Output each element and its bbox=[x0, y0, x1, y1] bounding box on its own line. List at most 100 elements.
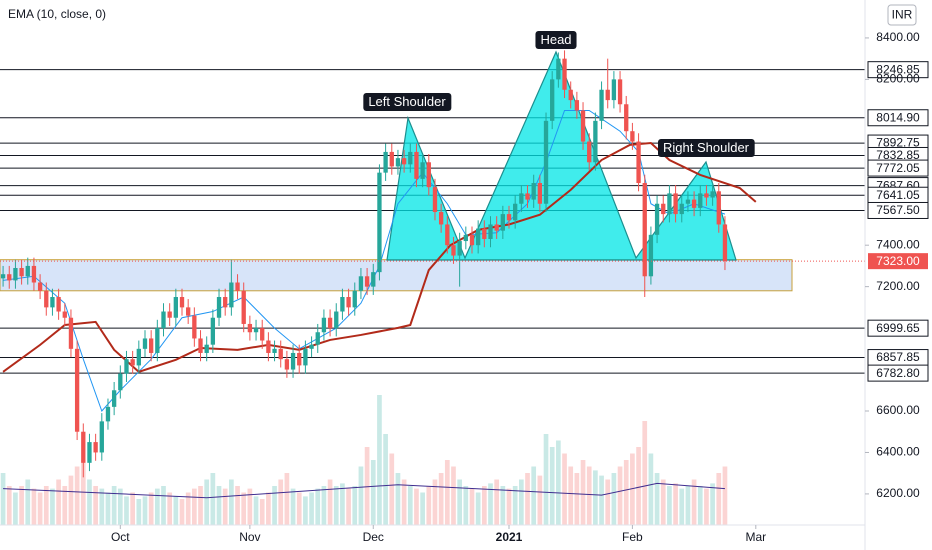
level-label-box bbox=[867, 364, 929, 382]
candle-body bbox=[87, 442, 92, 463]
candle-body bbox=[241, 290, 246, 324]
volume-bar bbox=[333, 486, 339, 525]
candle-body bbox=[599, 89, 604, 121]
volume-bar bbox=[50, 488, 55, 525]
volume-bar bbox=[673, 483, 678, 525]
volume-bar bbox=[93, 486, 98, 525]
volume-bar bbox=[235, 486, 240, 525]
volume-bar bbox=[161, 486, 166, 525]
volume-bar bbox=[148, 492, 154, 525]
volume-bar bbox=[377, 395, 382, 525]
level-label-box bbox=[867, 61, 929, 79]
candle-body bbox=[155, 328, 160, 353]
candle-body bbox=[315, 332, 320, 345]
candle-body bbox=[531, 183, 536, 200]
volume-bar bbox=[124, 496, 129, 525]
candle-body bbox=[167, 311, 172, 318]
candle-body bbox=[297, 352, 302, 366]
candle-body bbox=[661, 203, 666, 215]
candle-body bbox=[290, 352, 296, 370]
volume-bar bbox=[216, 486, 222, 525]
volume-bar bbox=[13, 492, 18, 525]
candle-body bbox=[704, 193, 709, 198]
candle-body bbox=[37, 282, 43, 291]
volume-bar bbox=[432, 479, 438, 525]
front-layer bbox=[0, 50, 865, 478]
volume-bar bbox=[364, 447, 370, 525]
level-label: 8014.90 bbox=[876, 110, 920, 124]
candle-body bbox=[691, 199, 697, 208]
volume-bar bbox=[667, 486, 672, 525]
volume-bar bbox=[506, 488, 512, 525]
currency-box[interactable] bbox=[887, 4, 917, 26]
candle-body bbox=[438, 212, 444, 225]
volume-bar bbox=[722, 466, 728, 525]
candle-body bbox=[401, 158, 407, 165]
candle-body bbox=[210, 317, 216, 345]
volume-bar bbox=[25, 479, 31, 525]
volume-bar bbox=[247, 488, 253, 525]
volume-bar bbox=[704, 488, 709, 525]
candle-body bbox=[426, 162, 431, 188]
candle-body bbox=[630, 131, 635, 142]
volume-bar bbox=[568, 466, 574, 525]
volume-bar bbox=[463, 486, 469, 525]
volume-average bbox=[3, 482, 725, 499]
candle-body bbox=[482, 228, 487, 239]
volume-bar bbox=[136, 499, 142, 525]
volume-bar bbox=[266, 492, 271, 525]
candle-body bbox=[383, 151, 388, 173]
volume-bar bbox=[580, 460, 586, 525]
candle-body bbox=[445, 224, 450, 246]
volume-bar bbox=[56, 479, 61, 525]
level-label-box bbox=[867, 201, 929, 219]
candle-body bbox=[574, 100, 580, 111]
level-label-box bbox=[867, 109, 929, 127]
volume-bar bbox=[716, 473, 722, 525]
volume-bar bbox=[395, 473, 401, 525]
x-tick-label: 2021 bbox=[496, 530, 523, 544]
candle-body bbox=[642, 183, 647, 277]
volume-bar bbox=[74, 466, 80, 525]
candle-body bbox=[198, 338, 203, 353]
candle-body bbox=[451, 245, 456, 256]
y-tick-label: 7400.00 bbox=[876, 237, 920, 251]
volume-bar bbox=[617, 466, 623, 525]
candle-body bbox=[266, 340, 271, 353]
x-tick-label: Oct bbox=[111, 530, 130, 544]
candle-body bbox=[321, 317, 327, 333]
candle-body bbox=[62, 311, 67, 318]
candle-body bbox=[463, 234, 468, 242]
candle-body bbox=[488, 224, 493, 239]
candle-body bbox=[364, 276, 370, 287]
volume-bar bbox=[210, 473, 216, 525]
volume-bar bbox=[438, 473, 444, 525]
annotation-label: Head bbox=[540, 32, 571, 47]
volume-bar bbox=[290, 488, 296, 525]
candle-body bbox=[358, 276, 364, 291]
candle-body bbox=[710, 191, 715, 198]
volume-bar bbox=[512, 486, 518, 525]
volume-bar bbox=[407, 486, 413, 525]
level-label-box bbox=[867, 319, 929, 337]
support-zone bbox=[0, 259, 793, 292]
volume-bar bbox=[352, 486, 358, 525]
volume-bar bbox=[660, 479, 666, 525]
currency-label[interactable]: INR bbox=[892, 8, 913, 22]
volume-bar bbox=[654, 473, 660, 525]
volume-bar bbox=[340, 483, 345, 525]
candle-body bbox=[31, 265, 37, 283]
volume-bar bbox=[420, 492, 425, 525]
volume-bar bbox=[697, 486, 703, 525]
candle-body bbox=[371, 272, 376, 287]
candle-body bbox=[111, 390, 117, 407]
candle-body bbox=[685, 199, 691, 204]
volume-bar bbox=[185, 492, 191, 525]
volume-bar bbox=[358, 466, 364, 525]
volume-bar bbox=[167, 492, 173, 525]
y-tick-label: 6200.00 bbox=[876, 486, 920, 500]
volume-bar bbox=[685, 486, 691, 525]
volume-bar bbox=[679, 488, 685, 525]
candle-body bbox=[25, 265, 30, 277]
